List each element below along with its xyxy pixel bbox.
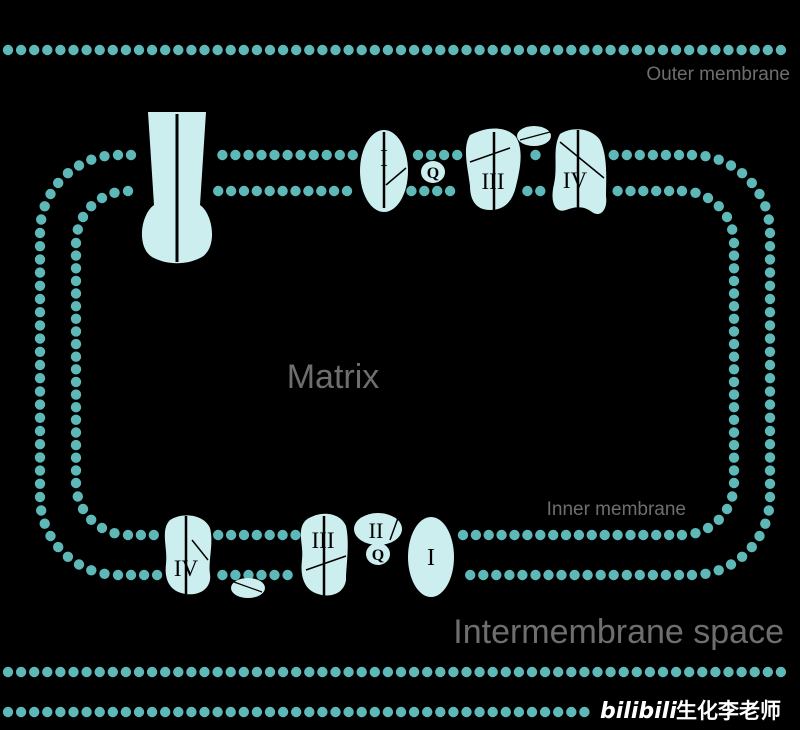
top-ubiquinone: Q: [421, 161, 445, 183]
top-ubiquinone-label: Q: [427, 165, 439, 182]
inner-membrane-inner-leaflet: [70, 185, 740, 541]
bottom-complex-i-label: I: [427, 545, 435, 571]
inner-membrane-outer-leaflet: [34, 149, 776, 581]
top-complex-iii: III: [465, 128, 521, 210]
bottom-complex-i: I: [408, 517, 454, 597]
bottom-complex-iv-label: IV: [174, 556, 199, 581]
bottom-complex-iii-label: III: [312, 528, 335, 553]
outer-membrane-bottom: [2, 666, 787, 718]
top-complex-iv: IV: [552, 129, 607, 215]
watermark: bilibili 生化李老师: [600, 699, 781, 724]
intermembrane-space-label: Intermembrane space: [453, 613, 784, 651]
bottom-complex-ii: II: [354, 513, 402, 545]
top-complex-i: I: [360, 130, 408, 212]
top-complex-iii-label: III: [482, 169, 505, 194]
atp-synthase: [141, 112, 213, 264]
outer-membrane-label: Outer membrane: [646, 64, 790, 85]
bottom-ubiquinone-label: Q: [372, 547, 384, 564]
inner-membrane-label: Inner membrane: [547, 499, 686, 520]
bottom-complex-ii-label: II: [369, 518, 384, 543]
outer-membrane-top: [2, 44, 787, 56]
bottom-ubiquinone: Q: [366, 543, 390, 565]
top-complex-iv-label: IV: [563, 168, 588, 193]
top-complex-i-label: I: [380, 146, 388, 172]
bottom-complex-iv: IV: [164, 515, 212, 595]
matrix-label: Matrix: [287, 358, 380, 396]
bottom-cytochrome-c: [231, 578, 265, 598]
top-cytochrome-c: [517, 126, 551, 146]
bottom-complex-iii: III: [300, 513, 348, 596]
watermark-brand: bilibili: [600, 699, 677, 724]
watermark-author: 生化李老师: [676, 699, 781, 723]
